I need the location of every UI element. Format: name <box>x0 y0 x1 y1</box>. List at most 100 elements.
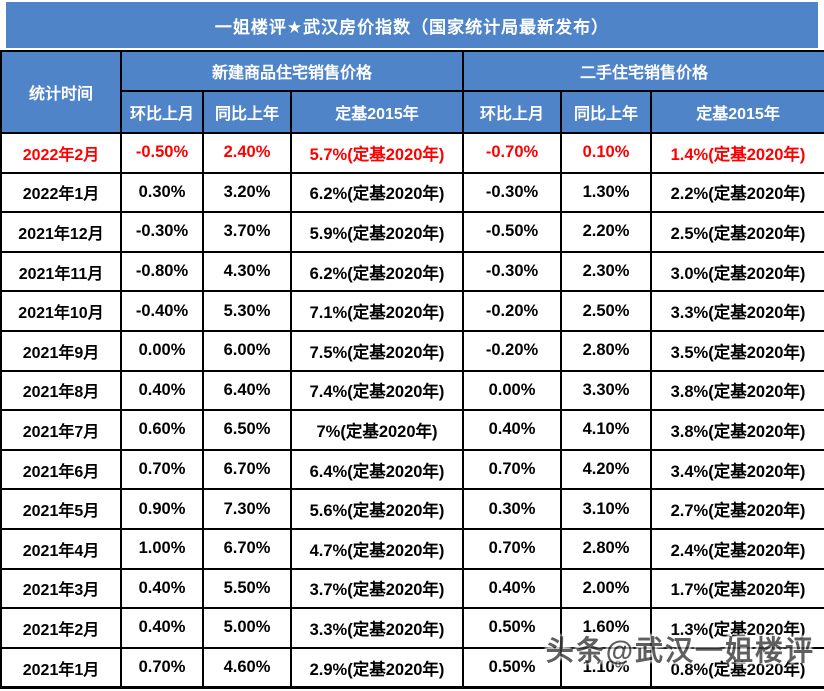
value-cell: 2.4%(定基2020年) <box>650 527 824 570</box>
value-cell: 4.7%(定基2020年) <box>289 527 465 570</box>
table-row: 2021年10月 -0.40% 5.30% 7.1%(定基2020年) -0.20% 2.… <box>0 290 824 332</box>
value-cell: -0.30% <box>462 171 563 214</box>
value-cell: 1.10% <box>560 646 653 689</box>
value-cell: 3.5%(定基2020年) <box>650 329 824 372</box>
value-cell: 3.30% <box>560 369 653 412</box>
table-row: 2022年2月 -0.50% 2.40% 5.7%(定基2020年) -0.70% 0.1… <box>0 132 824 174</box>
value-cell: -0.20% <box>462 290 563 332</box>
value-cell: 2.00% <box>560 567 653 610</box>
period-cell: 2022年2月 <box>0 132 122 174</box>
period-cell: 2022年1月 <box>0 171 122 214</box>
value-cell: 0.70% <box>120 448 204 491</box>
value-cell: 3.10% <box>560 488 653 530</box>
value-cell: 4.60% <box>202 646 292 689</box>
value-cell: 2.50% <box>560 290 653 332</box>
value-cell: 5.50% <box>202 567 292 610</box>
period-cell: 2021年4月 <box>0 527 122 570</box>
value-cell: 0.40% <box>462 409 563 451</box>
value-cell: -0.40% <box>120 290 204 332</box>
value-cell: 0.70% <box>462 448 563 491</box>
table-row: 2021年4月 1.00% 6.70% 4.7%(定基2020年) 0.70% 2.80%… <box>0 527 824 570</box>
value-cell: 3.3%(定基2020年) <box>650 290 824 332</box>
period-cell: 2021年1月 <box>0 646 122 689</box>
value-cell: 7.30% <box>202 488 292 530</box>
value-cell: 7.5%(定基2020年) <box>289 329 465 372</box>
value-cell: 3.7%(定基2020年) <box>289 567 465 610</box>
value-cell: 2.40% <box>202 132 292 174</box>
value-cell: 4.20% <box>560 448 653 491</box>
value-cell: 7.4%(定基2020年) <box>289 369 465 412</box>
value-cell: 5.9%(定基2020年) <box>289 211 465 253</box>
value-cell: -0.70% <box>462 132 563 174</box>
sub-header-mom-secondhand: 环比上月 <box>462 90 563 134</box>
value-cell: 6.70% <box>202 448 292 491</box>
table-row: 2021年7月 0.60% 6.50% 7%(定基2020年) 0.40% 4.10% 3.… <box>0 409 824 451</box>
value-cell: 6.2%(定基2020年) <box>289 171 465 214</box>
value-cell: 3.20% <box>202 171 292 214</box>
value-cell: 3.0%(定基2020年) <box>650 250 824 293</box>
value-cell: 5.6%(定基2020年) <box>289 488 465 530</box>
value-cell: 0.10% <box>560 132 653 174</box>
value-cell: 6.2%(定基2020年) <box>289 250 465 293</box>
value-cell: 0.00% <box>462 369 563 412</box>
value-cell: 7%(定基2020年) <box>289 409 465 451</box>
value-cell: 5.00% <box>202 607 292 649</box>
value-cell: 6.00% <box>202 329 292 372</box>
table-row: 2022年1月 0.30% 3.20% 6.2%(定基2020年) -0.30% 1.30… <box>0 171 824 214</box>
value-cell: 1.7%(定基2020年) <box>650 567 824 610</box>
value-cell: 6.4%(定基2020年) <box>289 448 465 491</box>
period-cell: 2021年6月 <box>0 448 122 491</box>
value-cell: -0.30% <box>462 250 563 293</box>
table-row: 2021年1月 0.70% 4.60% 2.9%(定基2020年) 0.50% 1.10%… <box>0 646 824 689</box>
sub-header-mom-new: 环比上月 <box>120 90 204 134</box>
value-cell: 1.3%(定基2020年) <box>650 607 824 649</box>
value-cell: 3.4%(定基2020年) <box>650 448 824 491</box>
value-cell: 3.3%(定基2020年) <box>289 607 465 649</box>
value-cell: 6.40% <box>202 369 292 412</box>
period-cell: 2021年12月 <box>0 211 122 253</box>
value-cell: 6.50% <box>202 409 292 451</box>
value-cell: 2.7%(定基2020年) <box>650 488 824 530</box>
value-cell: 7.1%(定基2020年) <box>289 290 465 332</box>
value-cell: 2.2%(定基2020年) <box>650 171 824 214</box>
period-cell: 2021年11月 <box>0 250 122 293</box>
value-cell: 0.90% <box>120 488 204 530</box>
table-row: 2021年11月 -0.80% 4.30% 6.2%(定基2020年) -0.30% 2.… <box>0 250 824 293</box>
group-header-secondhand-homes: 二手住宅销售价格 <box>462 50 824 92</box>
value-cell: 2.80% <box>560 527 653 570</box>
period-cell: 2021年3月 <box>0 567 122 610</box>
value-cell: -0.50% <box>462 211 563 253</box>
value-cell: 0.30% <box>462 488 563 530</box>
sub-header-yoy-new: 同比上年 <box>202 90 292 134</box>
table-body: 2022年2月 -0.50% 2.40% 5.7%(定基2020年) -0.70% 0.1… <box>0 132 824 689</box>
value-cell: 4.10% <box>560 409 653 451</box>
value-cell: 0.30% <box>120 171 204 214</box>
group-header-new-homes: 新建商品住宅销售价格 <box>119 50 465 92</box>
value-cell: 2.20% <box>560 211 653 253</box>
sub-header-base-secondhand: 定基2015年 <box>650 90 824 134</box>
value-cell: 1.30% <box>560 171 653 214</box>
table-title: 一姐楼评★武汉房价指数（国家统计局最新发布） <box>6 2 818 48</box>
table-row: 2021年8月 0.40% 6.40% 7.4%(定基2020年) 0.00% 3.30%… <box>0 369 824 412</box>
period-cell: 2021年10月 <box>0 290 122 332</box>
price-index-table: 统计时间 新建商品住宅销售价格 二手住宅销售价格 环比上月 同比上年 定基201… <box>0 50 824 690</box>
value-cell: -0.20% <box>462 329 563 372</box>
value-cell: 2.80% <box>560 329 653 372</box>
value-cell: 6.70% <box>202 527 292 570</box>
value-cell: 0.40% <box>462 567 563 610</box>
sub-header-yoy-secondhand: 同比上年 <box>560 90 653 134</box>
value-cell: 0.50% <box>462 607 563 649</box>
period-cell: 2021年5月 <box>0 488 122 530</box>
value-cell: 0.40% <box>120 567 204 610</box>
value-cell: 0.40% <box>120 607 204 649</box>
value-cell: 0.00% <box>120 329 204 372</box>
period-cell: 2021年9月 <box>0 329 122 372</box>
value-cell: 5.30% <box>202 290 292 332</box>
value-cell: -0.50% <box>120 132 204 174</box>
table-row: 2021年12月 -0.30% 3.70% 5.9%(定基2020年) -0.50% 2.… <box>0 211 824 253</box>
value-cell: 0.60% <box>120 409 204 451</box>
corner-header-stat-time: 统计时间 <box>0 50 122 134</box>
table-row: 2021年9月 0.00% 6.00% 7.5%(定基2020年) -0.20% 2.80… <box>0 329 824 372</box>
table-row: 2021年5月 0.90% 7.30% 5.6%(定基2020年) 0.30% 3.10%… <box>0 488 824 530</box>
